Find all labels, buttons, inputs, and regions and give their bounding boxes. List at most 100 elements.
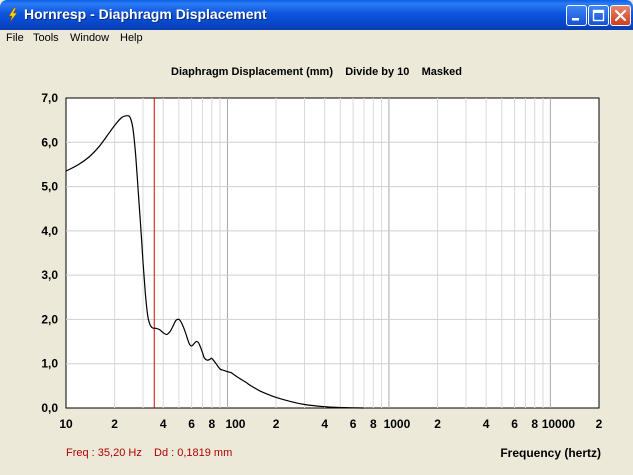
data-point xyxy=(163,332,164,333)
data-point xyxy=(127,115,128,116)
chart-title: Diaphragm Displacement (mm) Divide by 10… xyxy=(171,66,462,78)
data-point xyxy=(138,190,139,191)
x-tick-label: 2 xyxy=(596,417,603,431)
lightning-bolt-icon xyxy=(8,7,18,23)
y-tick-label: 0,0 xyxy=(41,401,58,415)
data-point xyxy=(196,341,197,342)
data-point xyxy=(159,329,160,330)
x-tick-label: 4 xyxy=(483,417,490,431)
data-point xyxy=(155,328,156,329)
data-point xyxy=(324,406,325,407)
data-point xyxy=(153,328,154,329)
x-tick-label: 2 xyxy=(111,417,118,431)
y-tick-label: 2,0 xyxy=(41,312,58,326)
x-tick-label: 8 xyxy=(370,417,377,431)
data-point xyxy=(250,385,251,386)
data-point xyxy=(304,404,305,405)
y-tick-label: 5,0 xyxy=(41,180,58,194)
x-tick-label: 1000 xyxy=(384,417,411,431)
maximize-icon xyxy=(592,9,605,22)
x-tick-label: 10000 xyxy=(542,417,576,431)
data-point xyxy=(107,135,108,136)
data-point xyxy=(223,370,224,371)
y-tick-label: 7,0 xyxy=(41,91,58,105)
data-point xyxy=(291,401,292,402)
close-button[interactable] xyxy=(610,5,631,26)
data-point xyxy=(147,314,148,315)
data-point xyxy=(181,322,182,323)
data-point xyxy=(219,368,220,369)
grid xyxy=(66,98,599,408)
y-tick-label: 1,0 xyxy=(41,357,58,371)
menu-bar: File Tools Window Help xyxy=(0,30,633,48)
menu-window[interactable]: Window xyxy=(70,32,110,44)
data-point xyxy=(65,170,66,171)
displacement-readout: Dd : 0,1819 mm xyxy=(154,447,233,459)
x-tick-label: 6 xyxy=(188,417,195,431)
data-point xyxy=(340,407,341,408)
plot-area xyxy=(65,97,600,409)
data-point xyxy=(268,394,269,395)
data-point xyxy=(215,363,216,364)
data-point xyxy=(114,125,115,126)
data-point xyxy=(172,325,173,326)
x-tick-label: 4 xyxy=(160,417,167,431)
data-point xyxy=(166,334,167,335)
data-point xyxy=(200,346,201,347)
title-bar: Hornresp - Diaphragm Displacement xyxy=(0,0,633,30)
data-point xyxy=(140,226,141,227)
data-point xyxy=(245,382,246,383)
minimize-icon xyxy=(572,18,579,21)
x-tick-label: 4 xyxy=(321,417,328,431)
x-tick-label: 100 xyxy=(225,417,245,431)
x-tick-label: 8 xyxy=(531,417,538,431)
x-axis: 10 2 4 6 8 100 2 4 6 8 1000 2 4 6 8 10000 2 xyxy=(59,417,602,431)
data-point xyxy=(207,360,208,361)
x-tick-label: 6 xyxy=(350,417,357,431)
data-point xyxy=(193,343,194,344)
data-point xyxy=(209,359,210,360)
x-tick-label: 2 xyxy=(273,417,280,431)
y-tick-label: 4,0 xyxy=(41,224,58,238)
window-title: Hornresp - Diaphragm Displacement xyxy=(24,6,267,22)
menu-file[interactable]: File xyxy=(6,32,24,44)
data-point xyxy=(185,332,186,333)
menu-tools[interactable]: Tools xyxy=(33,32,59,44)
data-point xyxy=(240,378,241,379)
data-point xyxy=(89,156,90,157)
maximize-button[interactable] xyxy=(588,5,609,26)
y-axis: 0,0 1,0 2,0 3,0 4,0 5,0 6,0 7,0 xyxy=(41,91,58,415)
data-point xyxy=(204,357,205,358)
y-tick-label: 6,0 xyxy=(41,135,58,149)
data-point xyxy=(191,345,192,346)
data-point xyxy=(149,323,150,324)
data-point xyxy=(198,342,199,343)
data-point xyxy=(78,164,79,165)
data-point xyxy=(260,391,261,392)
data-point xyxy=(142,261,143,262)
x-tick-label: 8 xyxy=(208,417,215,431)
data-point xyxy=(227,371,228,372)
x-tick-label: 2 xyxy=(434,417,441,431)
data-point xyxy=(230,372,231,373)
data-point xyxy=(145,292,146,293)
data-point xyxy=(175,320,176,321)
data-point xyxy=(234,374,235,375)
data-point xyxy=(121,117,122,118)
menu-help[interactable]: Help xyxy=(120,32,143,44)
minimize-button[interactable] xyxy=(566,5,587,26)
data-point xyxy=(178,319,179,320)
y-tick-label: 3,0 xyxy=(41,268,58,282)
data-point xyxy=(363,407,364,408)
data-point xyxy=(202,352,203,353)
data-point xyxy=(211,358,212,359)
series-line xyxy=(65,115,364,409)
x-tick-label: 6 xyxy=(511,417,518,431)
data-point xyxy=(237,376,238,377)
close-icon xyxy=(614,9,627,22)
data-point xyxy=(189,343,190,344)
data-point xyxy=(98,146,99,147)
x-tick-label: 10 xyxy=(59,417,73,431)
data-point xyxy=(135,155,136,156)
